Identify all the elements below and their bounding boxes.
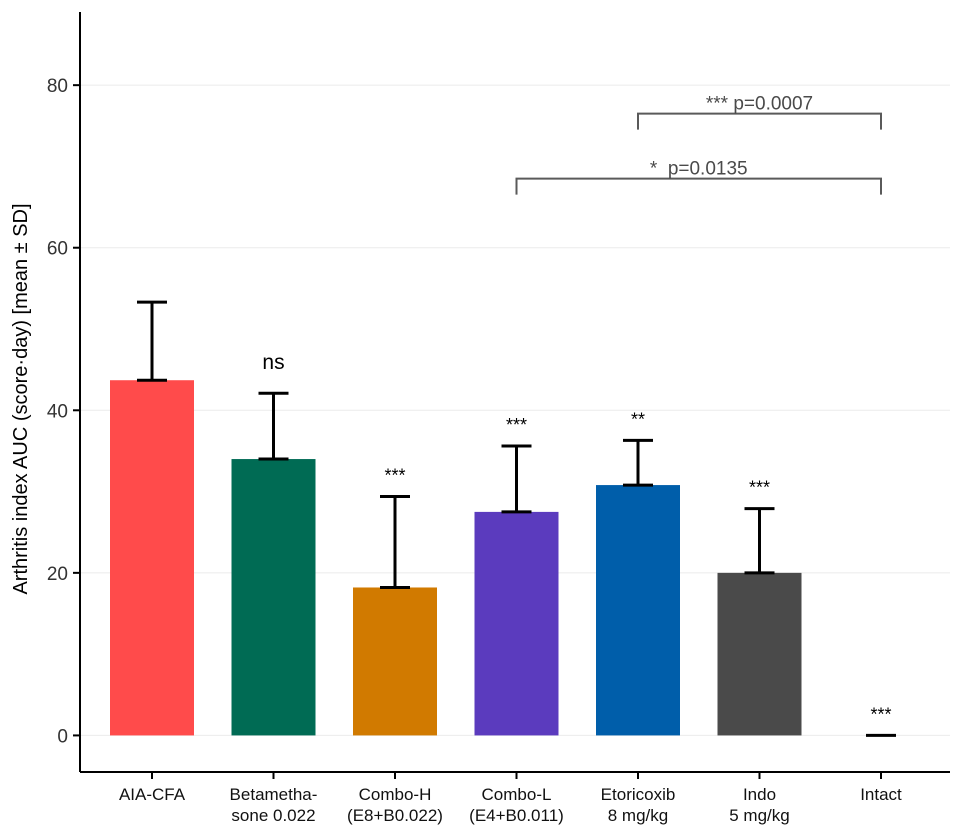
x-tick-label-line: sone 0.022 bbox=[231, 806, 315, 825]
bar bbox=[353, 587, 437, 736]
x-tick-label-line: AIA-CFA bbox=[119, 785, 186, 804]
bar bbox=[231, 459, 316, 736]
significance-label: ** bbox=[631, 409, 645, 429]
significance-label: *** bbox=[870, 704, 891, 724]
y-tick-label: 80 bbox=[47, 76, 68, 97]
y-tick-label: 0 bbox=[57, 726, 68, 747]
bar bbox=[717, 572, 802, 736]
x-tick-label-line: Intact bbox=[860, 785, 902, 804]
error-bars bbox=[137, 300, 775, 589]
bar bbox=[474, 511, 559, 736]
grid-lines bbox=[80, 84, 950, 736]
x-tick-label-line: Combo-H bbox=[359, 785, 432, 804]
y-tick-label: 60 bbox=[47, 239, 68, 260]
x-tick-label: Etoricoxib 8 mg/kg bbox=[601, 785, 676, 825]
bracket-label: * p=0.0135 bbox=[650, 159, 748, 180]
x-tick-label-line: Indo bbox=[743, 785, 776, 804]
bar bbox=[110, 380, 194, 736]
x-tick-label: AIA-CFA bbox=[119, 785, 186, 804]
significance-label: ns bbox=[262, 351, 284, 374]
x-tick-label-line: Betametha- bbox=[230, 785, 318, 804]
x-tick-label: Intact bbox=[860, 785, 902, 804]
x-tick-label-line: Etoricoxib bbox=[601, 785, 676, 804]
x-tick-label-line: (E4+B0.011) bbox=[469, 806, 564, 825]
x-tick-label: Combo-L (E4+B0.011) bbox=[469, 785, 564, 825]
y-axis-label: Arthritis index AUC (score·day) [mean ± … bbox=[10, 203, 32, 594]
x-tick-label: Indo 5 mg/kg bbox=[729, 785, 789, 825]
x-tick-label-line: (E8+B0.022) bbox=[347, 806, 443, 825]
comparison-brackets: *** p=0.0007 * p=0.0135 bbox=[515, 94, 882, 195]
significance-label: *** bbox=[506, 415, 527, 435]
axes: 0 20 40 60 80 AIA-CFA Betametha-sone 0.022 Comb… bbox=[47, 12, 950, 825]
bars bbox=[110, 380, 896, 737]
y-tick-label: 20 bbox=[47, 564, 68, 585]
significance-label: *** bbox=[384, 465, 405, 485]
x-tick-label: Combo-H (E8+B0.022) bbox=[347, 785, 443, 825]
significance-label: *** bbox=[749, 478, 770, 498]
bar bbox=[596, 485, 680, 736]
bracket-line bbox=[637, 112, 882, 130]
bracket-line bbox=[515, 177, 882, 195]
significance-labels: ns****** ******** bbox=[262, 351, 891, 724]
x-tick-label: Betametha-sone 0.022 bbox=[230, 785, 318, 825]
bracket-label: *** p=0.0007 bbox=[706, 94, 813, 115]
x-tick-label-line: Combo-L bbox=[482, 785, 552, 804]
x-tick-label-line: 5 mg/kg bbox=[729, 806, 789, 825]
y-tick-label: 40 bbox=[47, 401, 68, 422]
x-tick-label-line: 8 mg/kg bbox=[608, 806, 668, 825]
